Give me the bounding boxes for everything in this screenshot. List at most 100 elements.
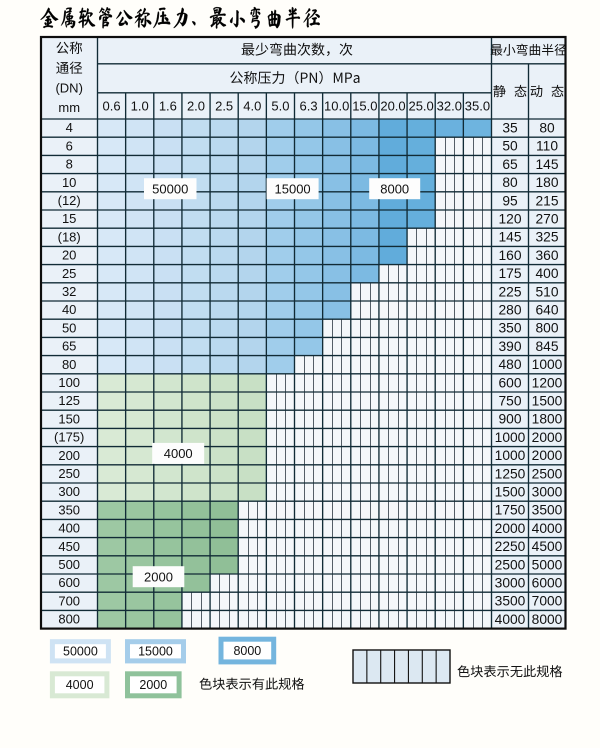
svg-text:7000: 7000 (532, 594, 563, 609)
svg-text:40: 40 (62, 302, 76, 317)
svg-text:175: 175 (498, 266, 521, 281)
svg-text:mm: mm (58, 100, 80, 115)
svg-text:2500: 2500 (532, 466, 563, 481)
svg-text:390: 390 (498, 339, 521, 354)
svg-text:2000: 2000 (532, 430, 563, 445)
svg-text:510: 510 (535, 284, 558, 299)
svg-text:25: 25 (62, 266, 76, 281)
svg-text:25.0: 25.0 (408, 98, 433, 113)
svg-text:600: 600 (498, 375, 521, 390)
svg-text:6.3: 6.3 (300, 98, 318, 113)
svg-text:4500: 4500 (532, 539, 563, 554)
svg-text:50000: 50000 (152, 181, 188, 196)
svg-text:450: 450 (58, 539, 80, 554)
svg-text:3000: 3000 (495, 576, 526, 591)
svg-text:2000: 2000 (144, 569, 173, 584)
svg-text:4000: 4000 (532, 521, 563, 536)
svg-text:160: 160 (498, 248, 521, 263)
svg-text:10.0: 10.0 (324, 98, 349, 113)
svg-text:2500: 2500 (495, 557, 526, 572)
svg-text:3000: 3000 (532, 485, 563, 500)
svg-text:225: 225 (498, 284, 521, 299)
svg-text:200: 200 (58, 448, 80, 463)
svg-text:110: 110 (536, 139, 558, 154)
svg-text:3500: 3500 (532, 503, 563, 518)
svg-text:1200: 1200 (532, 375, 563, 390)
svg-text:145: 145 (535, 157, 558, 172)
svg-text:15.0: 15.0 (352, 98, 377, 113)
svg-text:2000: 2000 (495, 521, 526, 536)
svg-text:1250: 1250 (495, 466, 526, 481)
svg-text:800: 800 (535, 321, 558, 336)
svg-text:35: 35 (502, 121, 518, 136)
svg-text:4000: 4000 (164, 446, 193, 461)
svg-text:95: 95 (502, 193, 518, 208)
svg-text:145: 145 (498, 230, 521, 245)
svg-text:640: 640 (535, 303, 558, 318)
svg-text:350: 350 (498, 321, 521, 336)
svg-text:4000: 4000 (66, 678, 94, 692)
svg-text:700: 700 (58, 593, 80, 608)
svg-text:180: 180 (535, 175, 558, 190)
svg-text:215: 215 (535, 193, 558, 208)
svg-text:2000: 2000 (139, 678, 167, 692)
svg-text:1.6: 1.6 (159, 98, 177, 113)
svg-text:400: 400 (58, 521, 80, 536)
svg-text:50: 50 (62, 320, 76, 335)
svg-text:1500: 1500 (495, 485, 526, 500)
svg-text:1.0: 1.0 (131, 98, 149, 113)
svg-text:2.0: 2.0 (187, 98, 205, 113)
svg-text:8000: 8000 (532, 612, 563, 627)
svg-text:8000: 8000 (233, 644, 261, 658)
svg-text:4: 4 (66, 120, 73, 135)
svg-text:250: 250 (58, 466, 80, 481)
svg-text:(DN): (DN) (55, 80, 82, 95)
svg-text:270: 270 (535, 212, 558, 227)
svg-text:360: 360 (535, 248, 558, 263)
svg-text:4000: 4000 (495, 612, 526, 627)
svg-text:400: 400 (535, 266, 558, 281)
svg-text:1000: 1000 (495, 448, 526, 463)
svg-text:6: 6 (66, 138, 73, 153)
svg-text:1000: 1000 (495, 430, 526, 445)
svg-text:3500: 3500 (495, 594, 526, 609)
svg-text:500: 500 (58, 557, 80, 572)
svg-text:2250: 2250 (495, 539, 526, 554)
svg-text:15: 15 (62, 211, 76, 226)
svg-text:10: 10 (62, 175, 76, 190)
svg-text:15000: 15000 (138, 645, 173, 659)
svg-text:35.0: 35.0 (465, 98, 490, 113)
svg-text:800: 800 (58, 612, 80, 627)
svg-text:32: 32 (62, 284, 76, 299)
svg-text:2000: 2000 (532, 448, 563, 463)
svg-text:(12): (12) (58, 193, 81, 208)
svg-text:15000: 15000 (275, 181, 311, 196)
svg-text:5000: 5000 (532, 557, 563, 572)
svg-text:80: 80 (539, 121, 555, 136)
svg-text:8: 8 (66, 157, 73, 172)
svg-text:1750: 1750 (495, 503, 526, 518)
svg-text:100: 100 (58, 375, 80, 390)
svg-text:325: 325 (535, 230, 558, 245)
svg-text:1800: 1800 (532, 412, 563, 427)
svg-text:845: 845 (535, 339, 558, 354)
svg-text:125: 125 (58, 393, 80, 408)
svg-text:80: 80 (502, 175, 518, 190)
svg-text:20: 20 (62, 248, 76, 263)
svg-text:0.6: 0.6 (103, 98, 121, 113)
svg-text:900: 900 (498, 412, 521, 427)
svg-text:8000: 8000 (380, 181, 409, 196)
svg-text:(18): (18) (58, 229, 81, 244)
svg-text:300: 300 (58, 484, 80, 499)
svg-text:(175): (175) (54, 430, 84, 445)
svg-text:50: 50 (502, 139, 518, 154)
svg-text:1500: 1500 (532, 394, 563, 409)
svg-text:5.0: 5.0 (271, 98, 289, 113)
svg-text:150: 150 (58, 411, 80, 426)
svg-text:480: 480 (498, 357, 521, 372)
svg-text:50000: 50000 (63, 645, 98, 659)
svg-text:4.0: 4.0 (243, 98, 261, 113)
svg-text:750: 750 (498, 394, 521, 409)
svg-text:280: 280 (498, 303, 521, 318)
svg-text:2.5: 2.5 (215, 98, 233, 113)
